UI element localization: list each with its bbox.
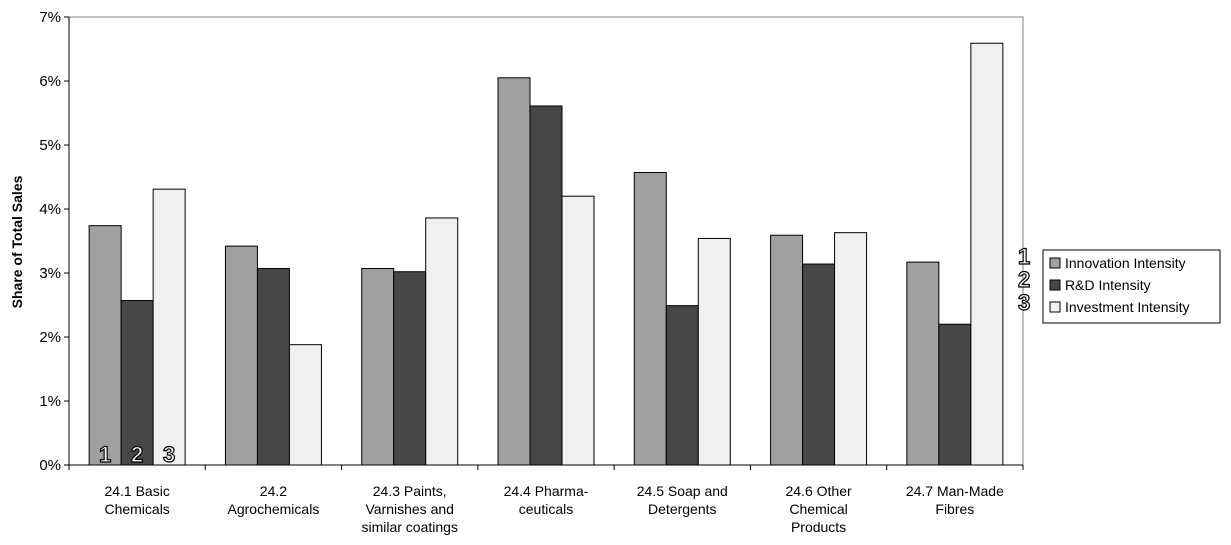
x-tick-label: 24.2 Agrochemicals <box>228 483 320 517</box>
y-tick-label: 3% <box>39 265 61 282</box>
x-tick-label: 24.1 Basic Chemicals <box>104 483 169 517</box>
bar-1-3 <box>361 268 395 466</box>
bars <box>88 42 1004 466</box>
x-tick-label: 24.6 Other Chemical Products <box>785 483 851 535</box>
bar-2-5 <box>665 305 699 466</box>
bar-3-6 <box>834 232 868 466</box>
x-tick-label: 24.7 Man-Made Fibres <box>906 483 1004 517</box>
bar-3-7 <box>970 42 1004 466</box>
x-tick-label: 24.5 Soap and Detergents <box>637 483 728 517</box>
legend-swatch <box>1049 279 1061 291</box>
bar-1-1 <box>88 225 122 466</box>
legend-box <box>1042 249 1221 324</box>
bar-series-marker: 1 <box>99 442 111 467</box>
y-tick-label: 4% <box>39 201 61 218</box>
bar-2-3 <box>393 271 427 466</box>
y-tick-label: 7% <box>39 9 61 26</box>
y-tick-label: 5% <box>39 137 61 154</box>
bar-1-5 <box>633 172 667 466</box>
legend-label: Investment Intensity <box>1065 299 1190 315</box>
x-tick-label: 24.4 Pharma-ceuticals <box>504 483 589 517</box>
x-tick-label: 24.3 Paints, Varnishes and similar coating… <box>361 483 457 535</box>
bar-2-6 <box>802 263 836 466</box>
legend-series-marker: 2 <box>1018 267 1030 292</box>
bar-2-7 <box>938 323 972 466</box>
bar-3-4 <box>561 195 595 466</box>
y-axis-label: Share of Total Sales <box>9 175 25 308</box>
bar-series-marker: 3 <box>163 442 175 467</box>
bar-3-5 <box>697 237 731 466</box>
legend: Innovation Intensity R&D Intensity Investm… <box>1042 249 1221 324</box>
legend-series-marker: 3 <box>1018 290 1030 315</box>
bar-2-2 <box>256 268 290 466</box>
bar-1-7 <box>906 261 940 466</box>
y-tick-label: 1% <box>39 393 61 410</box>
x-tick-labels: 24.1 Basic Chemicals 24.2 Agrochemicals 24.3… <box>104 483 1004 535</box>
y-tick-label: 0% <box>39 457 61 474</box>
bar-3-2 <box>288 344 322 466</box>
bar-2-1 <box>120 300 154 466</box>
legend-label: R&D Intensity <box>1065 277 1151 293</box>
legend-series-marker: 1 <box>1018 244 1030 269</box>
legend-swatch <box>1049 301 1061 313</box>
y-tick-label: 2% <box>39 329 61 346</box>
legend-swatch <box>1049 257 1061 269</box>
bar-3-3 <box>425 217 459 466</box>
bar-1-2 <box>224 245 258 466</box>
legend-label: Innovation Intensity <box>1065 255 1186 271</box>
y-tick-labels: 0% 1% 2% 3% 4% 5% 6% 7% <box>39 9 61 474</box>
y-tick-label: 6% <box>39 73 61 90</box>
bar-2-4 <box>529 105 563 466</box>
bar-series-marker: 2 <box>131 442 143 467</box>
bar-1-6 <box>770 234 804 466</box>
bar-3-1 <box>152 188 186 466</box>
bar-1-4 <box>497 77 531 466</box>
